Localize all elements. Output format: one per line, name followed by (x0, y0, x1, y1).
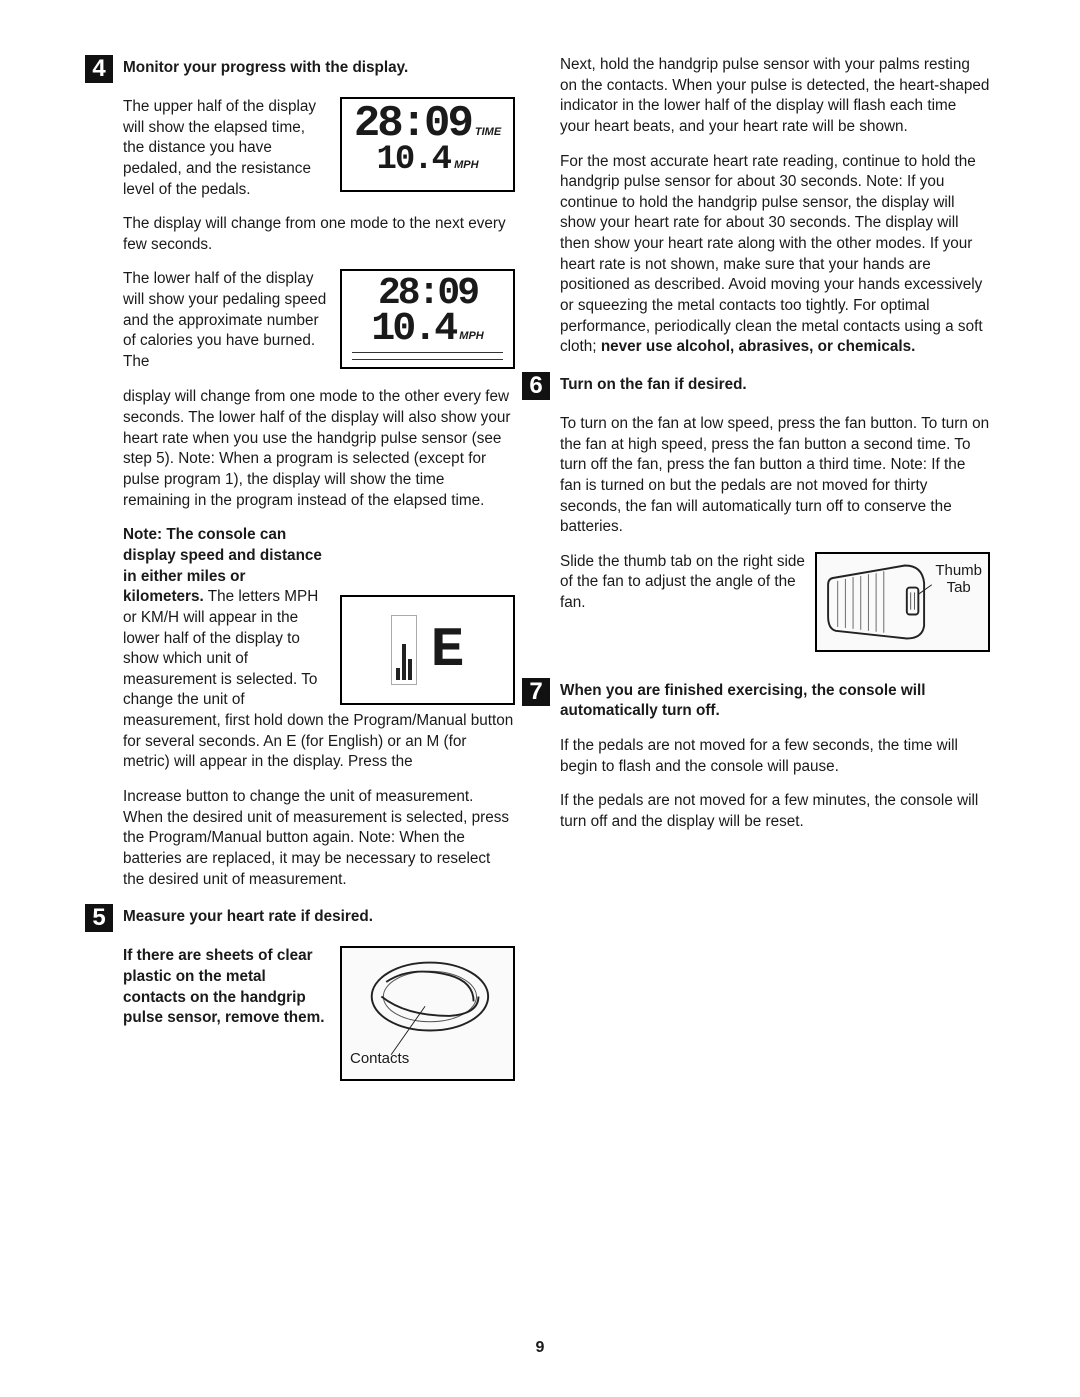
figure-handgrip: Contacts (340, 946, 515, 1081)
step-4-header: 4 Monitor your progress with the display… (85, 55, 515, 83)
step-4-p2b: display will change from one mode to the… (123, 387, 515, 511)
figure-handgrip-label: Contacts (350, 1049, 409, 1069)
step-4-number: 4 (85, 55, 113, 83)
lcd-mph-value: 10.4 (376, 145, 450, 176)
step-5-p1-bold: If there are sheets of clear plastic on … (123, 947, 325, 1026)
lcd-time-unit: TIME (475, 125, 501, 140)
step-7-p1: If the pedals are not moved for a few se… (560, 736, 990, 777)
step-7-p2: If the pedals are not moved for a few mi… (560, 791, 990, 832)
lcd2-speed: 10.4 (371, 312, 455, 348)
step-4-p1: The upper half of the display will show … (123, 98, 316, 198)
step-4-p3b: Increase button to change the unit of me… (123, 787, 515, 890)
step-4-block-1: 28:09 TIME 10.4 MPH The upper half of th… (123, 97, 515, 200)
step-4-block-3: E Note: The console can display speed an… (123, 525, 515, 773)
step-5-number: 5 (85, 904, 113, 932)
step-4-p2: The lower half of the display will show … (123, 270, 326, 370)
step-5-block-1: Contacts If there are sheets of clear pl… (123, 946, 515, 1085)
step-6-number: 6 (522, 372, 550, 400)
figure-e-letter: E (431, 613, 465, 689)
lcd-time-value: 28:09 (354, 105, 471, 145)
step-6-header: 6 Turn on the fan if desired. (522, 372, 990, 400)
lcd-mph-unit: MPH (454, 158, 478, 173)
step-6-p2: Slide the thumb tab on the right side of… (560, 553, 805, 611)
step-5-p2: Next, hold the handgrip pulse sensor wit… (560, 55, 990, 138)
step-6-block-2: ThumbTab Slide the thumb tab on the righ… (560, 552, 990, 656)
figure-lcd-upper: 28:09 TIME 10.4 MPH (340, 97, 515, 192)
figure-e-display: E (340, 595, 515, 705)
step-7-header: 7 When you are finished exercising, the … (522, 678, 990, 722)
figure-fan-label: ThumbTab (935, 562, 982, 597)
step-6-p1: To turn on the fan at low speed, press t… (560, 414, 990, 538)
step-4-title: Monitor your progress with the display. (123, 55, 408, 79)
lcd2-unit: MPH (459, 329, 483, 344)
left-column: 4 Monitor your progress with the display… (85, 55, 515, 1099)
step-7-title: When you are finished exercising, the co… (560, 678, 990, 722)
step-4-p1b: The display will change from one mode to… (123, 214, 515, 255)
figure-fan: ThumbTab (815, 552, 990, 652)
figure-lcd-lower: 28:09 10.4 MPH (340, 269, 515, 369)
step-5-header: 5 Measure your heart rate if desired. (85, 904, 515, 932)
step-5-p3: For the most accurate heart rate reading… (560, 152, 990, 358)
step-6-title: Turn on the fan if desired. (560, 372, 747, 396)
right-column: Next, hold the handgrip pulse sensor wit… (560, 55, 990, 1099)
step-5-p3b-bold: never use alcohol, abrasives, or chemica… (601, 338, 916, 355)
page-number: 9 (0, 1339, 1080, 1357)
step-7-number: 7 (522, 678, 550, 706)
step-5-title: Measure your heart rate if desired. (123, 904, 373, 928)
step-5-p3a: For the most accurate heart rate reading… (560, 153, 983, 356)
step-4-block-2: 28:09 10.4 MPH The lower half of the dis… (123, 269, 515, 373)
